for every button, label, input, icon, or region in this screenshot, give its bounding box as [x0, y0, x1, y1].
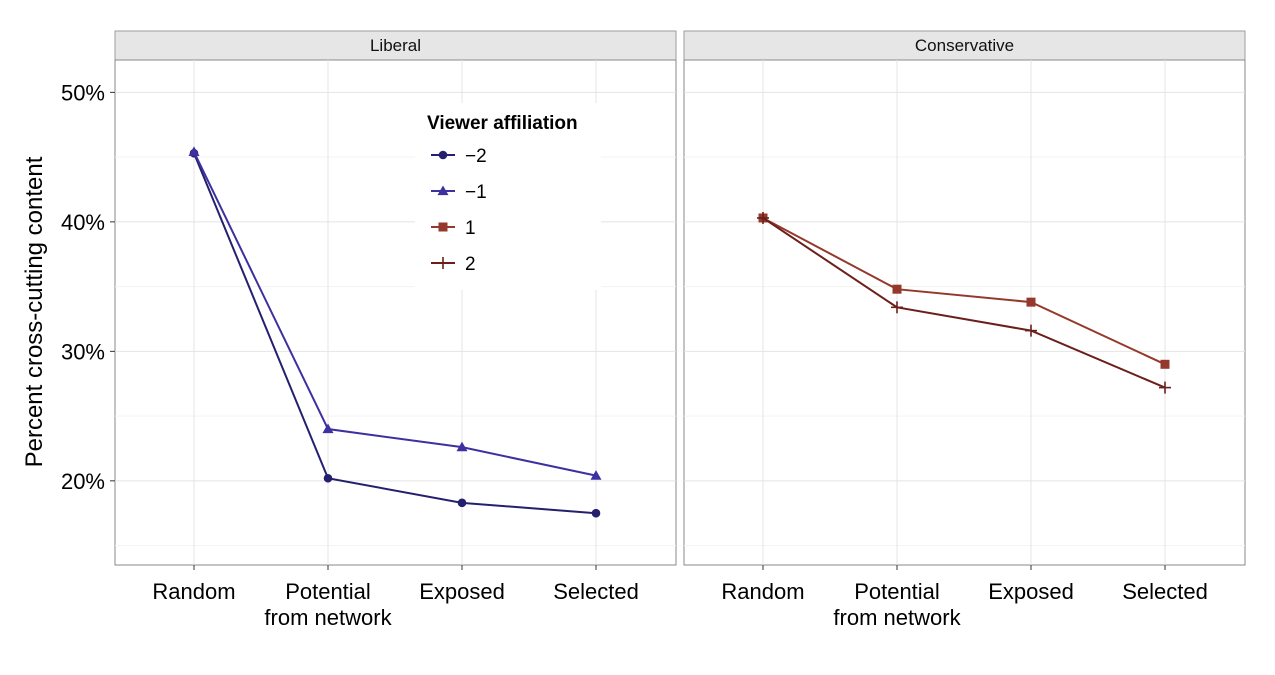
legend-key-marker — [438, 222, 448, 232]
series-line — [762, 217, 1166, 389]
y-tick-label: 20% — [61, 469, 105, 494]
data-point — [1159, 381, 1171, 394]
series-2 — [757, 211, 1171, 394]
legend-label: 1 — [465, 218, 476, 239]
legend-key-marker — [438, 150, 448, 160]
panel-strip — [683, 30, 1246, 61]
panel-strip — [114, 30, 677, 61]
series-line — [762, 217, 1166, 366]
series-−1 — [188, 146, 602, 480]
data-point — [456, 441, 468, 452]
data-point — [322, 423, 334, 434]
x-tick-label-line: Selected — [553, 579, 639, 604]
y-tick-label: 30% — [61, 339, 105, 364]
data-point — [188, 146, 200, 157]
legend-key-marker — [437, 257, 449, 269]
x-tick-label-line: Random — [152, 579, 235, 604]
x-tick-label-line: Selected — [1122, 579, 1208, 604]
panel-liberal: Liberal Random Potential from network Expose… — [114, 30, 677, 630]
series-−2 — [189, 148, 601, 518]
x-tick-label-line: Potential — [854, 579, 940, 604]
data-point — [457, 498, 467, 508]
legend-item: −1 — [431, 182, 487, 203]
x-tick-label-line: Exposed — [419, 579, 505, 604]
y-axis: 20% 30% 40% 50% — [61, 80, 115, 494]
data-point — [323, 473, 333, 483]
data-point — [757, 211, 769, 224]
x-tick-label: Potential from network — [264, 579, 392, 630]
y-tick-label: 40% — [61, 210, 105, 235]
data-point — [891, 301, 903, 314]
series-line — [193, 152, 597, 515]
legend: Viewer affiliation −2 −1 1 2 — [415, 103, 601, 290]
legend-label: 2 — [465, 254, 476, 275]
data-point — [1160, 359, 1170, 369]
legend-item: 1 — [431, 218, 476, 239]
y-tick-label: 50% — [61, 80, 105, 105]
panel-title: Conservative — [915, 36, 1014, 55]
data-point — [1025, 324, 1037, 337]
x-tick-label-line: Random — [721, 579, 804, 604]
plot-area — [683, 59, 1246, 566]
legend-box — [415, 103, 601, 290]
x-tick-label: Selected — [1122, 579, 1208, 604]
x-tick-label-line: Potential — [285, 579, 371, 604]
data-point — [591, 508, 601, 518]
x-tick-label-line: from network — [833, 605, 961, 630]
series-line — [193, 151, 597, 477]
x-tick-label-line: Exposed — [988, 579, 1074, 604]
y-axis-label: Percent cross-cutting content — [21, 156, 48, 467]
legend-item: −2 — [431, 146, 487, 167]
x-tick-label: Exposed — [419, 579, 505, 604]
legend-title: Viewer affiliation — [427, 113, 578, 134]
panel-conservative: Conservative Random Potential from network E… — [683, 30, 1246, 630]
x-tick-label: Selected — [553, 579, 639, 604]
panel-title: Liberal — [370, 36, 421, 55]
x-tick-label: Exposed — [988, 579, 1074, 604]
x-tick-label-line: from network — [264, 605, 392, 630]
legend-key-marker — [437, 185, 449, 196]
x-tick-label: Potential from network — [833, 579, 961, 630]
legend-label: −1 — [465, 182, 487, 203]
legend-item: 2 — [431, 254, 476, 275]
x-tick-label: Random — [721, 579, 804, 604]
x-tick-label: Random — [152, 579, 235, 604]
data-point — [1026, 297, 1036, 307]
legend-label: −2 — [465, 146, 487, 167]
data-point — [892, 284, 902, 294]
data-point — [590, 470, 602, 480]
